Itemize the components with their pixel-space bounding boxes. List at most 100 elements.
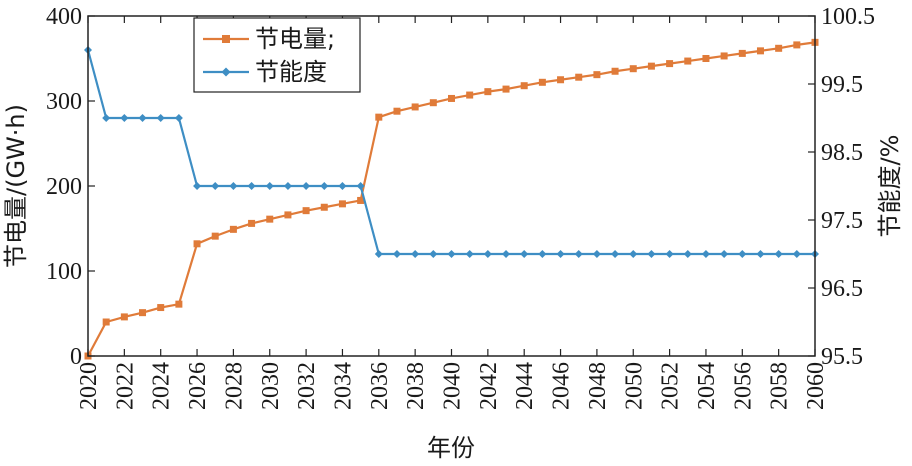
y-left-tick-label: 300 [46, 89, 82, 115]
legend-box [193, 17, 361, 93]
legend: 节电量; 节能度 [193, 17, 361, 93]
series-1-point [611, 250, 620, 258]
series-1-point [738, 250, 747, 258]
series-1-point [647, 250, 656, 258]
series-1-point [265, 182, 274, 190]
series-0-point [793, 41, 801, 49]
series-0-point [429, 99, 437, 107]
legend-marker-efficiency [221, 67, 231, 77]
series-0-point [702, 55, 710, 62]
series-1-point [556, 250, 565, 258]
series-1-point [629, 250, 638, 258]
series-0-point [593, 71, 601, 79]
series-0-point [756, 47, 764, 55]
ticks-layer: 2020 2022 2024 2026 2028 2030 2032 2034 2036 2038… [46, 4, 875, 410]
series-1-point [193, 182, 202, 190]
x-tick-label: 2028 [221, 362, 247, 410]
series-0-point [102, 318, 110, 326]
series-1-point [247, 182, 256, 190]
series-0-point [557, 76, 565, 84]
series-0-point [448, 94, 455, 102]
x-tick-label: 2020 [76, 362, 102, 410]
series-1-point [538, 250, 547, 258]
y-left-tick-label: 200 [46, 174, 82, 200]
series-0-point [484, 88, 492, 96]
series-1-point [520, 250, 529, 258]
series-0-point [375, 113, 383, 121]
series-0-point [775, 44, 783, 52]
series-0-point [357, 196, 365, 204]
series-1-point [592, 250, 601, 258]
series-0-point [120, 313, 128, 321]
x-tick-label: 2024 [149, 362, 175, 410]
x-tick-label: 2060 [803, 362, 829, 410]
series-1-point [302, 182, 311, 190]
series-1-point [502, 250, 511, 258]
y-right-tick-label: 100.5 [821, 4, 875, 30]
series-0-point [520, 82, 528, 90]
x-tick-label: 2038 [403, 362, 429, 410]
x-tick-label: 2022 [112, 362, 138, 410]
series-0-point [193, 240, 201, 248]
y-right-tick-label: 95.5 [821, 344, 863, 370]
x-tick-label: 2044 [512, 362, 538, 410]
series-0-point [338, 200, 346, 208]
series-0-point [575, 73, 583, 81]
series-0-point [284, 211, 292, 219]
series-0-point [211, 232, 219, 240]
legend-marker-saving [222, 35, 230, 43]
series-1-point [483, 250, 492, 258]
series-1-point [792, 250, 801, 258]
series-0-point [411, 103, 419, 111]
series-0-point [684, 57, 692, 65]
y-right-tick-label: 97.5 [821, 208, 863, 234]
series-0-point [248, 219, 256, 227]
y-left-tick-label: 0 [70, 344, 82, 370]
series-1-point [411, 250, 420, 258]
x-tick-label: 2040 [440, 362, 466, 410]
y-right-tick-label: 98.5 [821, 140, 863, 166]
y-left-tick-label: 100 [46, 259, 82, 285]
series-0-point [538, 78, 546, 86]
series-1-point [374, 250, 383, 258]
series-1-point [174, 114, 183, 122]
series-1-point [447, 250, 456, 258]
series-1-point [720, 250, 729, 258]
series-0-point [302, 207, 310, 215]
series-1-point [120, 114, 129, 122]
series-1-point [665, 250, 674, 258]
series-1-point [338, 182, 347, 190]
series-1-point [756, 250, 765, 258]
series-1-point [138, 114, 147, 122]
x-tick-label: 2032 [294, 362, 320, 410]
series-0-point [720, 52, 728, 60]
x-tick-label: 2050 [621, 362, 647, 410]
x-tick-label: 2054 [694, 362, 720, 410]
series-0-point [738, 49, 746, 57]
legend-label-efficiency: 节能度 [255, 58, 327, 86]
series-0-point [666, 60, 674, 68]
series-0-point [393, 107, 401, 115]
series-1-point [701, 250, 710, 258]
x-tick-label: 2052 [658, 362, 684, 410]
series-0-point [229, 225, 237, 233]
x-tick-label: 2058 [767, 362, 793, 410]
right-y-axis-title: 节能度/% [876, 135, 904, 238]
left-y-axis-title: 节电量/(GW·h) [2, 104, 30, 268]
x-tick-label: 2042 [476, 362, 502, 410]
x-tick-label: 2030 [258, 362, 284, 410]
series-1-point [156, 114, 165, 122]
x-tick-label: 2026 [185, 362, 211, 410]
series-1-point [102, 114, 111, 122]
x-tick-label: 2056 [730, 362, 756, 410]
series-1-point [392, 250, 401, 258]
legend-label-saving: 节电量; [255, 25, 335, 53]
y-left-tick-label: 400 [46, 4, 82, 30]
x-axis-title: 年份 [427, 434, 475, 462]
series-0-point [466, 91, 474, 99]
y-right-tick-label: 99.5 [821, 72, 863, 98]
series-1-point [320, 182, 329, 190]
series-0-point [629, 65, 637, 73]
series-0-point [175, 300, 183, 308]
